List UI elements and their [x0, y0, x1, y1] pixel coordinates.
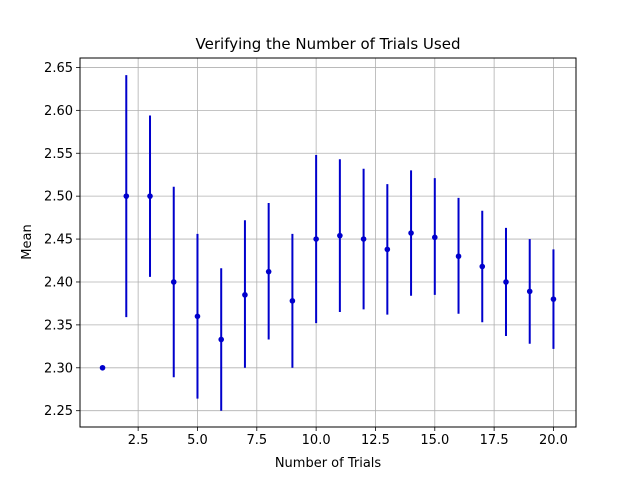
- x-tick-label: 2.5: [128, 433, 149, 448]
- data-point: [265, 268, 272, 275]
- data-point: [526, 288, 533, 295]
- data-point: [194, 313, 201, 320]
- x-tick-label: 12.5: [361, 433, 390, 448]
- y-tick-label: 2.40: [44, 275, 73, 290]
- x-axis-label: Number of Trials: [275, 456, 382, 471]
- x-tick-label: 5.0: [187, 433, 208, 448]
- data-point: [360, 236, 367, 242]
- x-tick-label: 7.5: [246, 433, 267, 448]
- data-point: [455, 253, 462, 260]
- y-axis-ticks: 2.25 2.30 2.35 2.40 2.45 2.50 2.55 2.60 2.65: [44, 61, 80, 419]
- x-tick-label: 17.5: [480, 433, 509, 448]
- grid: [80, 58, 576, 427]
- data-point: [99, 364, 106, 371]
- data-point: [313, 236, 319, 242]
- y-tick-label: 2.35: [44, 318, 73, 333]
- plot-frame: [79, 57, 577, 428]
- data-point: [147, 193, 153, 199]
- y-tick-label: 2.65: [44, 61, 73, 76]
- data-point: [550, 296, 557, 302]
- data-point: [431, 234, 438, 241]
- y-tick-label: 2.60: [44, 104, 73, 119]
- x-tick-label: 10.0: [302, 433, 331, 448]
- data-point: [408, 230, 414, 236]
- data-point: [479, 263, 486, 270]
- y-tick-label: 2.25: [44, 404, 73, 419]
- x-axis-ticks: 2.5 5.0 7.5 10.0 12.5 15.0 17.5 20.0: [128, 427, 568, 448]
- data-point: [123, 193, 130, 199]
- data-point: [289, 298, 296, 304]
- data-point: [218, 336, 225, 343]
- y-tick-label: 2.30: [44, 361, 73, 376]
- y-axis-label: Mean: [20, 224, 35, 259]
- data-point: [384, 246, 391, 253]
- data-point: [337, 232, 343, 239]
- data-point: [503, 279, 509, 285]
- data-points: [99, 193, 557, 371]
- x-tick-label: 15.0: [420, 433, 449, 448]
- chart-title: Verifying the Number of Trials Used: [196, 35, 461, 53]
- y-tick-label: 2.55: [44, 147, 73, 162]
- data-point: [170, 279, 177, 285]
- x-tick-label: 20.0: [539, 433, 568, 448]
- y-tick-label: 2.45: [44, 233, 73, 248]
- y-tick-label: 2.50: [44, 190, 73, 205]
- data-point: [242, 292, 248, 298]
- error-bars: [125, 75, 555, 411]
